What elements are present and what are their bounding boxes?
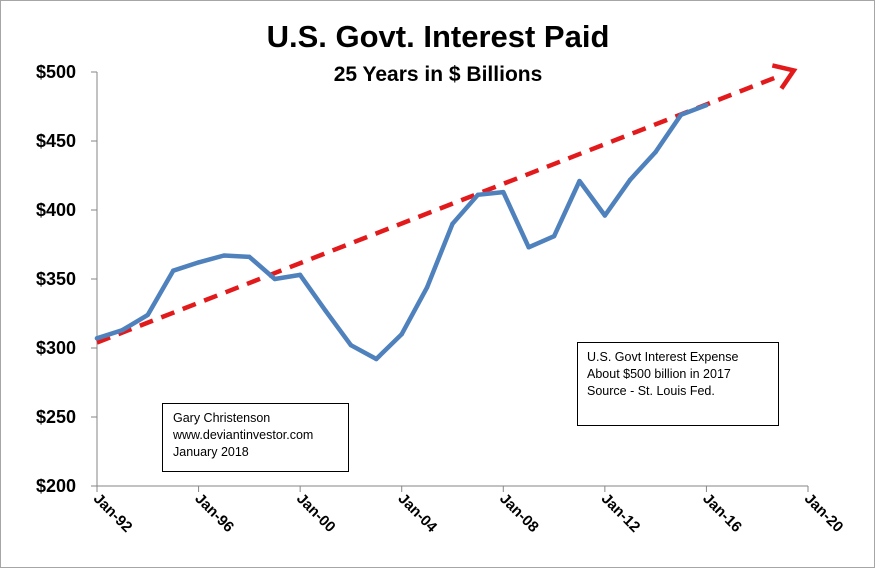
data-point: [628, 177, 633, 182]
expense-line-1: U.S. Govt Interest Expense: [587, 350, 739, 364]
y-tick-label: $300: [36, 338, 76, 358]
data-point: [145, 312, 150, 318]
data-point: [704, 102, 709, 108]
author-note: Gary Christenson www.deviantinvestor.com…: [162, 403, 349, 472]
x-tick-label: Jan-16: [699, 490, 745, 536]
data-point: [221, 253, 227, 258]
data-point: [247, 254, 252, 260]
data-point: [577, 178, 582, 184]
data-point: [450, 221, 455, 226]
x-tick-label: Jan-96: [191, 490, 237, 536]
x-tick-label: Jan-08: [496, 490, 542, 536]
author-name: Gary Christenson: [173, 411, 271, 425]
data-point: [475, 192, 481, 198]
y-tick-label: $200: [36, 476, 76, 496]
x-tick-label: Jan-04: [395, 490, 441, 536]
data-point: [678, 112, 684, 117]
trend-arrow-head: [771, 63, 798, 90]
data-point: [323, 308, 328, 313]
data-point: [526, 245, 531, 250]
x-tick-label: Jan-12: [598, 490, 644, 536]
chart-subtitle: 25 Years in $ Billions: [334, 63, 543, 86]
data-point: [348, 343, 354, 348]
author-website: www.deviantinvestor.com: [173, 428, 314, 442]
series-line: [94, 102, 709, 362]
data-point: [424, 285, 430, 290]
expense-source: Source - St. Louis Fed.: [587, 384, 715, 398]
expense-note: U.S. Govt Interest Expense About $500 bi…: [577, 342, 779, 426]
axes: [91, 71, 809, 492]
data-point: [120, 327, 125, 333]
data-point: [501, 189, 506, 195]
x-tick-label: Jan-92: [90, 490, 136, 536]
author-date: January 2018: [173, 445, 249, 459]
trend-arrow: [96, 63, 798, 345]
y-tick-label: $350: [36, 269, 76, 289]
data-point: [170, 268, 176, 273]
data-point: [297, 272, 303, 278]
data-point: [399, 332, 404, 337]
y-tick-label: $250: [36, 407, 76, 427]
x-tick-label: Jan-20: [801, 490, 847, 536]
data-point: [272, 276, 277, 282]
trend-arrow-line: [96, 72, 784, 345]
x-tick-label: Jan-00: [293, 490, 339, 536]
data-point: [94, 336, 100, 341]
expense-line-2: About $500 billion in 2017: [587, 367, 731, 381]
data-point: [653, 149, 658, 155]
y-tick-label: $400: [36, 200, 76, 220]
data-point: [551, 234, 557, 239]
data-point: [374, 356, 379, 362]
data-point: [602, 213, 608, 218]
chart-title: U.S. Govt. Interest Paid: [267, 19, 610, 54]
data-point: [196, 260, 201, 265]
y-tick-label: $450: [36, 131, 76, 151]
y-tick-label: $500: [36, 62, 76, 82]
series-layer: [94, 102, 709, 362]
